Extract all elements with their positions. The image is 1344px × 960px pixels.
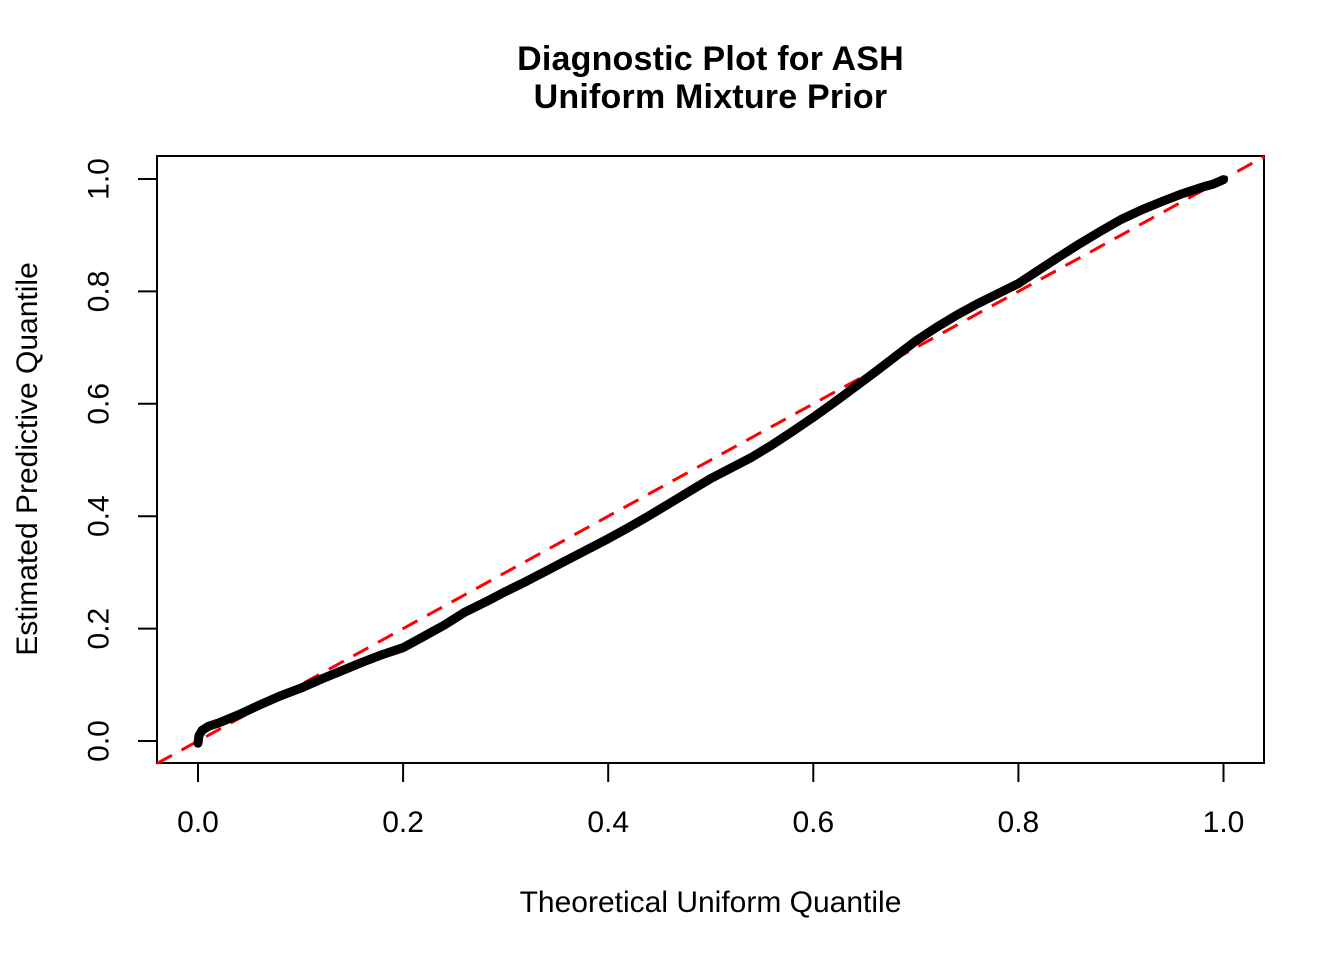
chart-title-line-1: Diagnostic Plot for ASH bbox=[517, 40, 904, 78]
reference-diagonal-line bbox=[156, 155, 1266, 765]
x-axis-label: Theoretical Uniform Quantile bbox=[519, 886, 902, 919]
y-tick-label: 0.0 bbox=[83, 720, 116, 762]
x-tick-label: 1.0 bbox=[1203, 806, 1245, 839]
x-tick-label: 0.4 bbox=[587, 806, 629, 839]
y-tick-label: 0.2 bbox=[83, 608, 116, 650]
y-tick-label: 0.8 bbox=[83, 271, 116, 313]
plot-box bbox=[156, 155, 1265, 764]
chart-title-line-2: Uniform Mixture Prior bbox=[533, 78, 888, 116]
x-tick-label: 0.2 bbox=[382, 806, 424, 839]
y-tick-label: 0.4 bbox=[83, 495, 116, 537]
y-tick-label: 1.0 bbox=[83, 158, 116, 200]
y-tick-label: 0.6 bbox=[83, 383, 116, 425]
y-axis-label: Estimated Predictive Quantile bbox=[11, 262, 44, 656]
x-tick-label: 0.0 bbox=[177, 806, 219, 839]
x-tick-label: 0.6 bbox=[792, 806, 834, 839]
axis-ticks: 0.0 0.2 0.4 0.6 0.8 1.0 0.0 0.2 0.4 0.6 0.8 1.0 bbox=[83, 158, 1245, 839]
chart-title: Diagnostic Plot for ASH Uniform Mixture … bbox=[157, 40, 1264, 116]
x-tick-label: 0.8 bbox=[998, 806, 1040, 839]
quantile-curve bbox=[193, 175, 1228, 748]
